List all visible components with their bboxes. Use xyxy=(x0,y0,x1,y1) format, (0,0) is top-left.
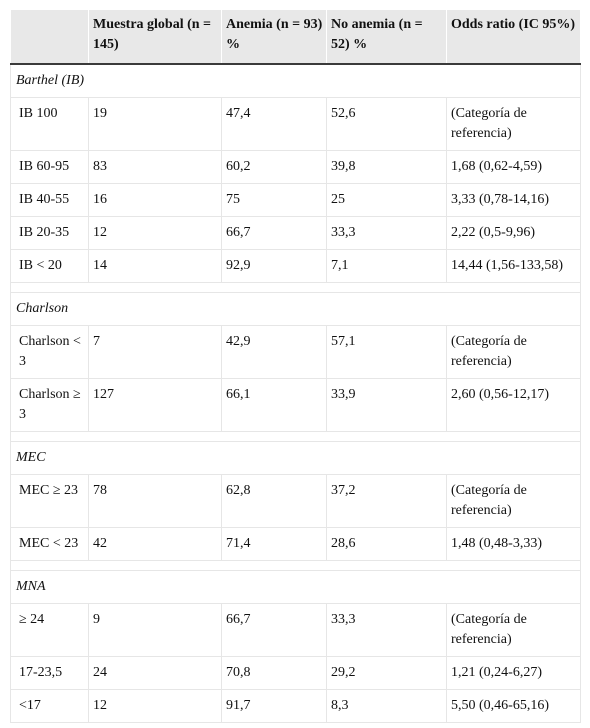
cell-no-anemia: 28,6 xyxy=(326,527,447,561)
section-header-row: MEC xyxy=(10,441,581,475)
cell-no-anemia: 33,3 xyxy=(326,603,447,657)
cell-global: 12 xyxy=(88,216,222,250)
table-row: IB 40-55 16 75 25 3,33 (0,78-14,16) xyxy=(10,183,581,217)
table-row: 17-23,5 24 70,8 29,2 1,21 (0,24-6,27) xyxy=(10,656,581,690)
header-cell-global: Muestra global (n = 145) xyxy=(88,10,222,65)
cell-anemia: 91,7 xyxy=(221,689,327,723)
section-spacer xyxy=(10,560,581,571)
spacer-cell xyxy=(10,560,581,571)
header-cell-no-anemia: No anemia (n = 52) % xyxy=(326,10,447,65)
cell-odds-ratio: 1,68 (0,62-4,59) xyxy=(446,150,581,184)
cell-global: 9 xyxy=(88,603,222,657)
cell-anemia: 71,4 xyxy=(221,527,327,561)
header-cell-odds-ratio: Odds ratio (IC 95%) xyxy=(446,10,581,65)
cell-global: 127 xyxy=(88,378,222,432)
cell-anemia: 70,8 xyxy=(221,656,327,690)
cell-global: 78 xyxy=(88,474,222,528)
table-row: IB < 20 14 92,9 7,1 14,44 (1,56-133,58) xyxy=(10,249,581,283)
table-row: Charlson ≥ 3 127 66,1 33,9 2,60 (0,56-12,17) xyxy=(10,378,581,432)
cell-global: 42 xyxy=(88,527,222,561)
cell-anemia: 66,7 xyxy=(221,216,327,250)
section-spacer xyxy=(10,282,581,293)
spacer-cell xyxy=(10,282,581,293)
table-row: IB 100 19 47,4 52,6 (Categoría de referencia… xyxy=(10,97,581,151)
section-header-row: MNA xyxy=(10,570,581,604)
cell-odds-ratio: (Categoría de referencia) xyxy=(446,603,581,657)
cell-row-label: IB < 20 xyxy=(10,249,89,283)
section-title: Charlson xyxy=(10,292,581,326)
cell-anemia: 92,9 xyxy=(221,249,327,283)
table-row: IB 20-35 12 66,7 33,3 2,22 (0,5-9,96) xyxy=(10,216,581,250)
cell-no-anemia: 33,9 xyxy=(326,378,447,432)
cell-anemia: 66,1 xyxy=(221,378,327,432)
cell-global: 16 xyxy=(88,183,222,217)
table-body: Barthel (IB) IB 100 19 47,4 52,6 (Categoría d… xyxy=(10,64,581,723)
cell-global: 7 xyxy=(88,325,222,379)
table-container: Muestra global (n = 145) Anemia (n = 93)… xyxy=(10,10,581,723)
cell-anemia: 62,8 xyxy=(221,474,327,528)
cell-anemia: 75 xyxy=(221,183,327,217)
header-row: Muestra global (n = 145) Anemia (n = 93)… xyxy=(10,10,581,65)
cell-global: 12 xyxy=(88,689,222,723)
section-spacer xyxy=(10,431,581,442)
cell-odds-ratio: (Categoría de referencia) xyxy=(446,325,581,379)
cell-odds-ratio: (Categoría de referencia) xyxy=(446,474,581,528)
spacer-cell xyxy=(10,431,581,442)
cell-global: 83 xyxy=(88,150,222,184)
header-cell-label xyxy=(10,10,89,65)
cell-row-label: IB 40-55 xyxy=(10,183,89,217)
table-row: <17 12 91,7 8,3 5,50 (0,46-65,16) xyxy=(10,689,581,723)
cell-row-label: IB 100 xyxy=(10,97,89,151)
cell-no-anemia: 52,6 xyxy=(326,97,447,151)
cell-row-label: ≥ 24 xyxy=(10,603,89,657)
cell-odds-ratio: 2,60 (0,56-12,17) xyxy=(446,378,581,432)
cell-anemia: 42,9 xyxy=(221,325,327,379)
cell-global: 19 xyxy=(88,97,222,151)
cell-odds-ratio: 3,33 (0,78-14,16) xyxy=(446,183,581,217)
cell-odds-ratio: 5,50 (0,46-65,16) xyxy=(446,689,581,723)
table-row: MEC < 23 42 71,4 28,6 1,48 (0,48-3,33) xyxy=(10,527,581,561)
cell-anemia: 66,7 xyxy=(221,603,327,657)
cell-row-label: IB 20-35 xyxy=(10,216,89,250)
section-title: MEC xyxy=(10,441,581,475)
cell-no-anemia: 29,2 xyxy=(326,656,447,690)
section-title: MNA xyxy=(10,570,581,604)
cell-global: 14 xyxy=(88,249,222,283)
anemia-odds-table: Muestra global (n = 145) Anemia (n = 93)… xyxy=(10,10,581,723)
cell-no-anemia: 7,1 xyxy=(326,249,447,283)
section-header-row: Barthel (IB) xyxy=(10,64,581,98)
cell-no-anemia: 39,8 xyxy=(326,150,447,184)
cell-row-label: Charlson < 3 xyxy=(10,325,89,379)
table-row: MEC ≥ 23 78 62,8 37,2 (Categoría de referenc… xyxy=(10,474,581,528)
cell-no-anemia: 25 xyxy=(326,183,447,217)
cell-row-label: 17-23,5 xyxy=(10,656,89,690)
cell-no-anemia: 8,3 xyxy=(326,689,447,723)
cell-global: 24 xyxy=(88,656,222,690)
cell-anemia: 47,4 xyxy=(221,97,327,151)
cell-row-label: IB 60-95 xyxy=(10,150,89,184)
cell-anemia: 60,2 xyxy=(221,150,327,184)
table-row: ≥ 24 9 66,7 33,3 (Categoría de referencia) xyxy=(10,603,581,657)
cell-row-label: MEC < 23 xyxy=(10,527,89,561)
cell-odds-ratio: (Categoría de referencia) xyxy=(446,97,581,151)
cell-odds-ratio: 2,22 (0,5-9,96) xyxy=(446,216,581,250)
cell-row-label: MEC ≥ 23 xyxy=(10,474,89,528)
cell-no-anemia: 37,2 xyxy=(326,474,447,528)
section-header-row: Charlson xyxy=(10,292,581,326)
cell-no-anemia: 33,3 xyxy=(326,216,447,250)
cell-odds-ratio: 1,48 (0,48-3,33) xyxy=(446,527,581,561)
table-row: IB 60-95 83 60,2 39,8 1,68 (0,62-4,59) xyxy=(10,150,581,184)
cell-odds-ratio: 14,44 (1,56-133,58) xyxy=(446,249,581,283)
table-row: Charlson < 3 7 42,9 57,1 (Categoría de refer… xyxy=(10,325,581,379)
cell-odds-ratio: 1,21 (0,24-6,27) xyxy=(446,656,581,690)
cell-row-label: Charlson ≥ 3 xyxy=(10,378,89,432)
cell-no-anemia: 57,1 xyxy=(326,325,447,379)
section-title: Barthel (IB) xyxy=(10,64,581,98)
cell-row-label: <17 xyxy=(10,689,89,723)
header-cell-anemia: Anemia (n = 93) % xyxy=(221,10,327,65)
